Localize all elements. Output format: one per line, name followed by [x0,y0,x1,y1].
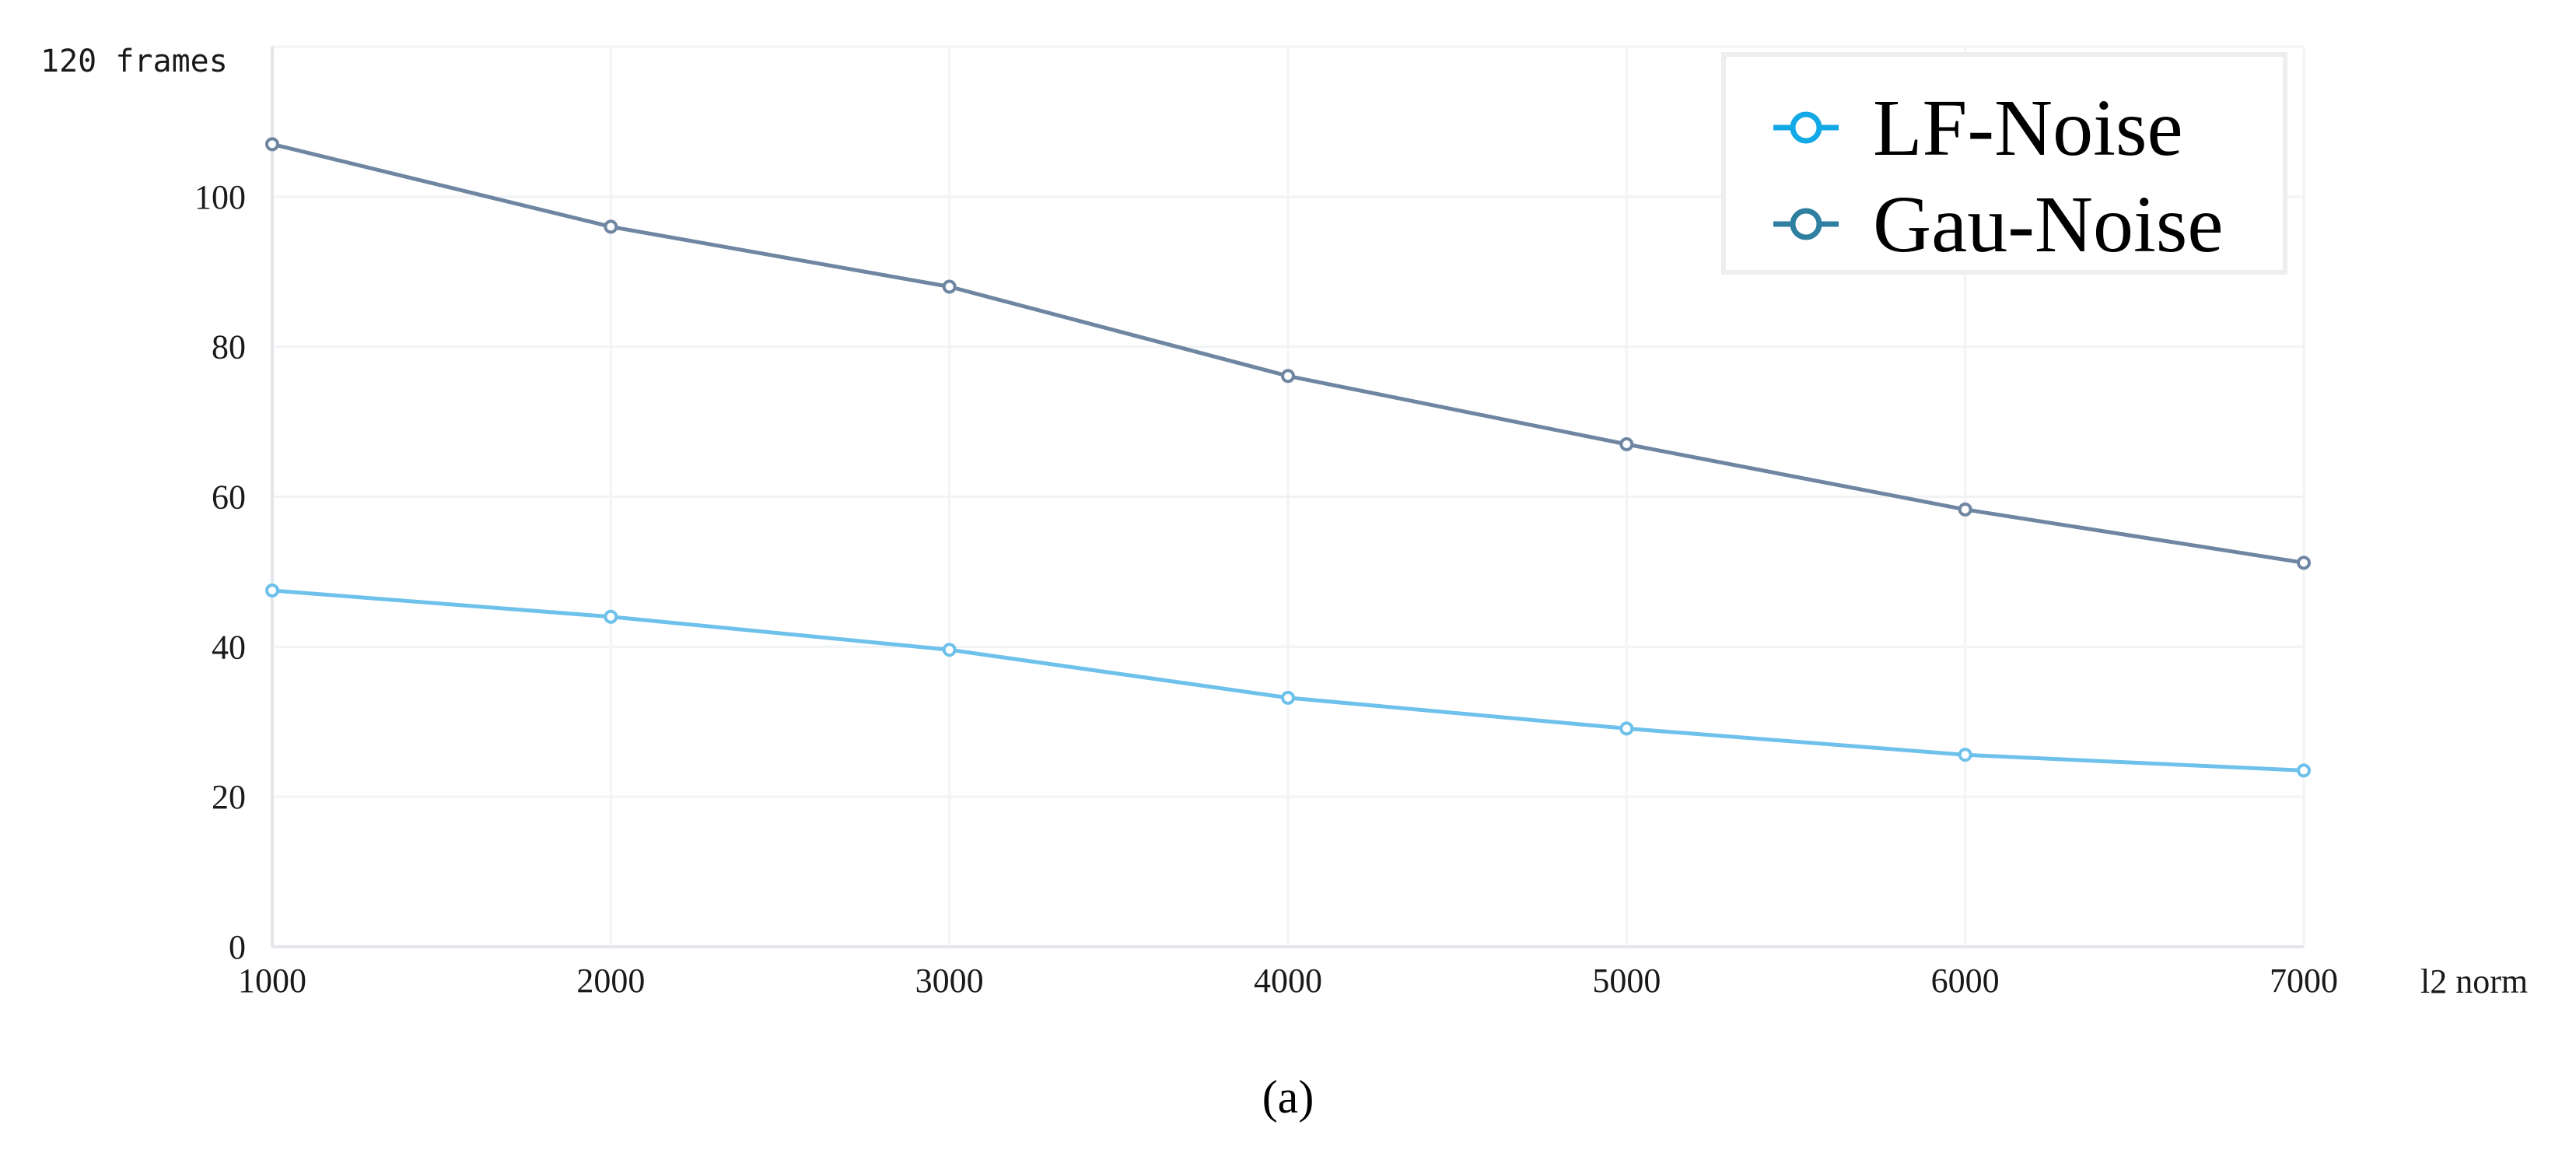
x-tick-label: 3000 [915,962,984,1000]
data-point-lf-noise [1619,721,1634,736]
tick-labels: 0 20 40 60 80 100 1000 2000 3000 4000 5000 6000 7000 [194,178,2338,1000]
x-tick-label: 1000 [238,962,306,1000]
data-point-gau-noise [604,219,618,234]
legend-box [1721,52,2287,275]
y-axis-title: 120 frames [40,44,228,79]
data-point-gau-noise [2297,555,2311,570]
data-point-gau-noise [265,137,279,152]
legend-marker-lf-noise [1790,111,1822,144]
data-point-gau-noise [1958,502,1972,517]
series-layer [265,137,2311,778]
y-tick-label: 80 [212,328,246,366]
data-point-lf-noise [604,609,618,624]
y-tick-label: 20 [212,778,246,816]
legend-marker-gau-noise [1790,208,1822,240]
y-tick-label: 0 [229,928,246,966]
x-tick-label: 7000 [2270,962,2338,1000]
data-point-gau-noise [1619,437,1634,452]
y-tick-label: 40 [212,628,246,666]
x-tick-label: 2000 [576,962,645,1000]
figure-caption: (a) [1262,1071,1314,1123]
data-point-lf-noise [265,584,279,598]
y-tick-label: 60 [212,478,246,517]
data-point-lf-noise [942,643,957,657]
data-point-lf-noise [1958,748,1972,762]
data-point-gau-noise [942,279,957,294]
grid [272,45,2305,947]
x-tick-label: 5000 [1592,962,1661,1000]
y-tick-label: 100 [194,178,246,216]
x-axis-title: l2 norm [2420,962,2528,1001]
axes [271,47,2304,948]
legend-label-gau-noise: Gau-Noise [1873,180,2224,269]
data-point-gau-noise [1281,369,1295,384]
data-point-lf-noise [1281,690,1295,705]
data-point-lf-noise [2297,763,2311,778]
legend-label-lf-noise: LF-Noise [1873,83,2183,173]
x-tick-label: 4000 [1254,962,1322,1000]
x-tick-label: 6000 [1931,962,2000,1000]
